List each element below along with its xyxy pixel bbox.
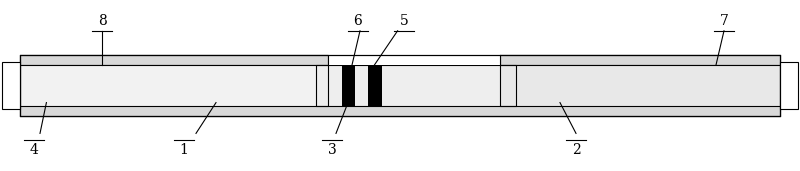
- Text: 6: 6: [354, 14, 362, 28]
- Bar: [20, 55, 780, 116]
- Text: 8: 8: [98, 14, 106, 28]
- Text: 5: 5: [400, 14, 408, 28]
- Text: 3: 3: [328, 143, 336, 157]
- Bar: [500, 65, 780, 106]
- Bar: [20, 104, 780, 116]
- Text: 1: 1: [179, 143, 189, 157]
- Bar: [500, 65, 780, 106]
- Text: 7: 7: [719, 14, 729, 28]
- Bar: [20, 65, 328, 106]
- Text: 2: 2: [572, 143, 580, 157]
- Bar: [20, 55, 780, 116]
- Bar: [316, 65, 516, 106]
- Bar: [780, 62, 798, 109]
- Bar: [328, 53, 500, 65]
- Bar: [20, 65, 328, 106]
- Bar: [368, 65, 382, 106]
- Bar: [20, 104, 780, 116]
- Bar: [500, 55, 780, 65]
- Text: 4: 4: [30, 143, 39, 157]
- Bar: [342, 65, 355, 106]
- Bar: [500, 55, 780, 65]
- Bar: [20, 55, 328, 65]
- Bar: [2, 62, 20, 109]
- Bar: [316, 65, 516, 106]
- Bar: [20, 55, 328, 65]
